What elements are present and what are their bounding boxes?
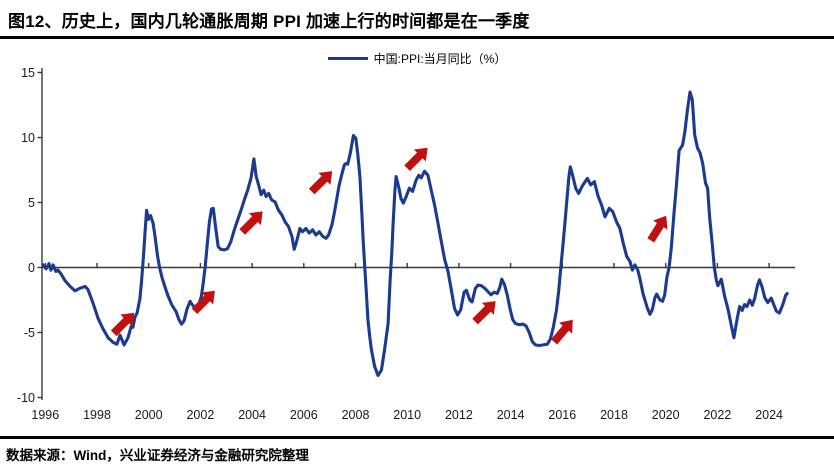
x-tick-label: 1998 [83,408,111,422]
legend-line-swatch [327,56,368,60]
ppi-line [41,90,789,377]
x-tick-label: 2012 [445,408,473,422]
x-tick-label: 2002 [186,408,214,422]
acceleration-arrow-icon [404,147,428,172]
acceleration-arrow-icon [191,290,215,315]
acceleration-arrow-icon [647,215,668,243]
x-tick-label: 2024 [755,408,783,422]
y-tick-label: 15 [21,66,35,80]
acceleration-arrow-icon [239,211,263,235]
x-tick-label: 2018 [600,408,628,422]
x-tick-label: 2008 [342,408,370,422]
x-tick-label: 2016 [548,408,576,422]
acceleration-arrow-icon [472,301,496,325]
x-tick-label: 2010 [393,408,421,422]
x-tick-label: 2020 [652,408,680,422]
x-tick-label: 2004 [238,408,266,422]
acceleration-arrow-icon [110,312,135,337]
y-tick-label: 0 [28,261,35,275]
footer-divider [0,436,834,439]
figure-title: 图12、历史上，国内几轮通胀周期 PPI 加速上行的时间都是在一季度 [8,12,530,31]
source-note: 数据来源：Wind，兴业证券经济与金融研究院整理 [6,448,309,463]
acceleration-arrow-icon [551,319,573,345]
x-tick-label: 1996 [31,408,59,422]
y-tick-label: -5 [24,326,35,340]
legend-label: 中国:PPI:当月同比（%） [373,51,507,66]
x-tick-label: 2014 [497,408,525,422]
x-tick-label: 2022 [703,408,731,422]
acceleration-arrow-icon [308,171,333,195]
y-tick-label: -10 [17,391,35,405]
chart-legend: 中国:PPI:当月同比（%） [0,50,834,66]
x-tick-label: 2006 [290,408,318,422]
y-tick-label: 5 [28,196,35,210]
x-tick-label: 2000 [135,408,163,422]
title-divider [0,36,834,39]
y-tick-label: 10 [21,131,35,145]
